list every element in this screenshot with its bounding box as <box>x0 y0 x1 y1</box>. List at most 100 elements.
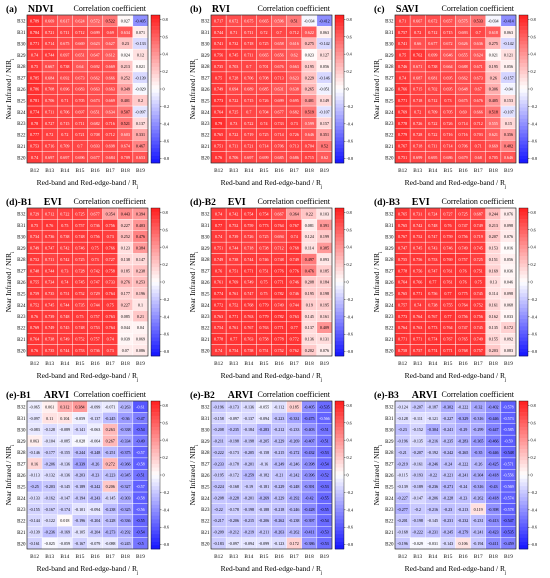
colorbar-title: Correlation coefficient <box>442 197 515 206</box>
cell-value-label: -0.302 <box>443 404 454 409</box>
column-tick-label: B13 <box>45 168 54 174</box>
colorbar-segment <box>335 493 344 498</box>
cell-value-label: 0.745 <box>413 246 422 251</box>
cell-value-label: 0.23 <box>122 41 129 46</box>
colorbar-tick-label: 0 <box>163 87 165 92</box>
cell-value-label: 0.756 <box>106 223 115 228</box>
cell-value-label: 0.409 <box>320 325 329 330</box>
colorbar-segment <box>151 475 160 479</box>
colorbar-segment <box>151 515 160 520</box>
cell-value-label: 0.75 <box>260 291 267 296</box>
cell-value-label: 0.719 <box>474 234 483 239</box>
cell-value-label: -0.128 <box>397 416 408 421</box>
colorbar-tick-label: 0.2 <box>347 455 352 460</box>
colorbar-segment <box>335 478 344 483</box>
colorbar-segment <box>335 504 344 509</box>
cell-value-label: -0.04 <box>504 87 513 92</box>
cell-value-label: -0.23 <box>444 507 453 512</box>
colorbar-tick-label: 0.4 <box>163 245 169 250</box>
cell-value-label: 0.663 <box>290 64 299 69</box>
colorbar-segment <box>519 256 528 261</box>
cell-value-label: -0.123 <box>274 541 285 546</box>
colorbar-segment <box>335 423 344 428</box>
colorbar-segment <box>519 408 528 413</box>
y-axis-label: Near Infrared / NIRi <box>188 58 200 119</box>
colorbar-segment <box>151 500 160 505</box>
cell-value-label: 0.114 <box>489 291 498 296</box>
colorbar-segment <box>519 140 528 145</box>
row-tick-label: B27 <box>385 270 394 275</box>
colorbar-segment <box>151 486 160 491</box>
cell-value-label: 0.765 <box>398 223 407 228</box>
cell-value-label: 0.172 <box>504 325 513 330</box>
colorbar-segment <box>335 307 344 312</box>
cell-value-label: 0.76 <box>459 268 466 273</box>
cell-value-label: 0.77 <box>291 325 298 330</box>
cell-value-label: 0.711 <box>45 109 54 114</box>
colorbar-tick-label: -0.6 <box>163 332 170 337</box>
cell-value-label: 0.145 <box>305 314 314 319</box>
row-tick-label: B22 <box>17 327 26 332</box>
cell-value-label: 0.763 <box>244 337 253 342</box>
colorbar-segment <box>151 482 160 487</box>
cell-value-label: 0.13 <box>490 280 497 285</box>
cell-value-label: 0.764 <box>398 325 407 330</box>
colorbar-segment <box>519 504 528 509</box>
colorbar-segment <box>151 215 160 220</box>
panel-title: EVI <box>412 197 430 208</box>
y-axis-label: Near Infrared / NIRi <box>4 58 16 119</box>
colorbar-segment <box>151 504 160 509</box>
cell-value-label: 0.756 <box>413 257 422 262</box>
row-tick-label: B27 <box>17 77 26 82</box>
cell-value-label: -0.231 <box>473 518 484 523</box>
cell-value-label: -0.196 <box>397 541 408 546</box>
cell-value-label: 0.771 <box>274 280 283 285</box>
colorbar-tick-label: -0.8 <box>347 349 354 354</box>
cell-value-label: -0.205 <box>259 439 270 444</box>
cell-value-label: -0.198 <box>228 439 239 444</box>
cell-value-label: 0.2 <box>138 98 143 103</box>
cell-value-label: 0.773 <box>428 325 437 330</box>
colorbar-segment <box>335 278 344 283</box>
column-tick-label: B15 <box>76 168 85 174</box>
cell-value-label: -0.265 <box>458 450 469 455</box>
cell-value-label: -0.229 <box>274 439 285 444</box>
colorbar-segment <box>151 148 160 153</box>
colorbar-segment <box>151 330 160 335</box>
colorbar-tick-label: -0.8 <box>531 349 538 354</box>
colorbar-segment <box>519 237 528 242</box>
cell-value-label: 0.21 <box>137 314 144 319</box>
cell-value-label: 0.71 <box>230 30 237 35</box>
colorbar-segment <box>519 315 528 320</box>
cell-value-label: -0.569 <box>503 484 514 489</box>
colorbar-segment <box>519 430 528 435</box>
cell-value-label: -0.189 <box>75 484 86 489</box>
cell-value-label: -0.412 <box>319 18 330 23</box>
cell-value-label: 0.741 <box>398 41 407 46</box>
colorbar-segment <box>335 256 344 261</box>
cell-value-label: 0.74 <box>31 53 38 58</box>
cell-value-label: -0.236 <box>44 530 55 535</box>
cell-value-label: 0.725 <box>458 211 467 216</box>
cell-value-label: 0.227 <box>121 302 130 307</box>
colorbar-segment <box>519 311 528 316</box>
y-axis-label: Near Infrared / NIRi <box>188 251 200 312</box>
panel-label: (e)-B1 <box>6 390 31 401</box>
cell-value-label: -0.269 <box>289 439 300 444</box>
column-tick-label: B17 <box>290 554 299 560</box>
colorbar-segment <box>151 230 160 235</box>
cell-value-label: 0.744 <box>214 30 223 35</box>
cell-value-label: 0.195 <box>320 302 329 307</box>
colorbar-segment <box>519 348 528 353</box>
colorbar-segment <box>151 478 160 483</box>
cell-value-label: 0.706 <box>229 155 238 160</box>
cell-value-label: 0.744 <box>229 246 238 251</box>
cell-value-label: -0.22 <box>214 507 223 512</box>
colorbar-tick-label: 0 <box>347 473 349 478</box>
cell-value-label: -0.028 <box>75 439 86 444</box>
cell-value-label: 0.063 <box>504 30 513 35</box>
cell-value-label: -0.56 <box>136 507 145 512</box>
